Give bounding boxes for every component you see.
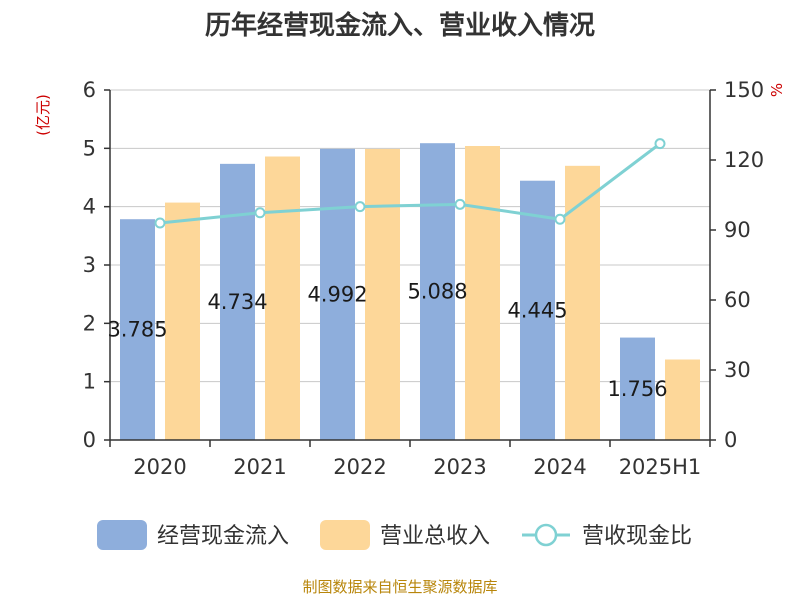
ratio-point — [454, 198, 466, 210]
y-left-tick-label: 5 — [83, 136, 96, 160]
x-tick-label: 2023 — [433, 455, 486, 479]
bar-labels: 3.785 4.734 4.992 5.088 4.445 1.756 — [107, 280, 667, 401]
bar-经营现金流入 — [620, 337, 655, 440]
legend-label: 营收现金比 — [582, 524, 692, 549]
bar-value-label: 5.088 — [407, 280, 467, 304]
legend-label: 经营现金流入 — [157, 524, 289, 549]
bar-value-label: 4.445 — [507, 298, 567, 322]
bar-营业总收入 — [665, 359, 700, 440]
bar-经营现金流入 — [420, 143, 455, 440]
bar-经营现金流入 — [120, 219, 155, 440]
y-left-tick-label: 0 — [83, 428, 96, 452]
bars — [120, 143, 700, 441]
x-tick-label: 2025H1 — [619, 455, 702, 479]
ratio-point — [254, 207, 266, 219]
x-tick-label: 2022 — [333, 455, 386, 479]
y-left-tick-label: 3 — [83, 253, 96, 277]
y-left-tick-label: 4 — [83, 195, 96, 219]
legend-swatch — [320, 520, 370, 550]
bar-value-label: 4.992 — [307, 282, 367, 306]
x-tick-label: 2020 — [133, 455, 186, 479]
ratio-line-path — [159, 142, 661, 225]
y-right-tick-label: 60 — [724, 288, 751, 312]
bar-value-label: 1.756 — [607, 377, 667, 401]
legend-label: 营业总收入 — [380, 524, 490, 549]
y-right-tick-label: 150 — [724, 78, 764, 102]
y-left-tick-label: 6 — [83, 78, 96, 102]
y-right-tick-label: 120 — [724, 148, 764, 172]
y-left-tick-label: 2 — [83, 311, 96, 335]
bar-营业总收入 — [265, 156, 300, 440]
bar-营业总收入 — [365, 148, 400, 440]
bar-营业总收入 — [565, 165, 600, 441]
legend: 经营现金流入 营业总收入 营收现金比 — [97, 520, 692, 550]
ratio-line — [154, 138, 666, 229]
bar-营业总收入 — [465, 146, 500, 440]
bar-经营现金流入 — [220, 163, 255, 440]
x-tick-label: 2021 — [233, 455, 286, 479]
bar-value-label: 3.785 — [107, 318, 167, 342]
y-right-unit: % — [768, 83, 786, 97]
legend-swatch — [97, 520, 147, 550]
bar-经营现金流入 — [520, 180, 555, 441]
ratio-point — [554, 213, 566, 225]
data-source: 制图数据来自恒生聚源数据库 — [302, 578, 497, 596]
bar-value-label: 4.734 — [207, 290, 267, 314]
x-tick-label: 2024 — [533, 455, 586, 479]
chart-title: 历年经营现金流入、营业收入情况 — [205, 10, 595, 41]
bar-营业总收入 — [165, 202, 200, 440]
bar-经营现金流入 — [320, 148, 355, 441]
ratio-point — [354, 201, 366, 213]
y-right-tick-label: 30 — [724, 358, 751, 382]
y-left-tick-label: 1 — [83, 370, 96, 394]
y-right-tick-label: 0 — [724, 428, 737, 452]
y-left-unit: (亿元) — [34, 94, 52, 136]
legend-marker — [534, 523, 558, 547]
ratio-point — [654, 138, 666, 150]
y-right-tick-label: 90 — [724, 218, 751, 242]
ratio-point — [154, 217, 166, 229]
